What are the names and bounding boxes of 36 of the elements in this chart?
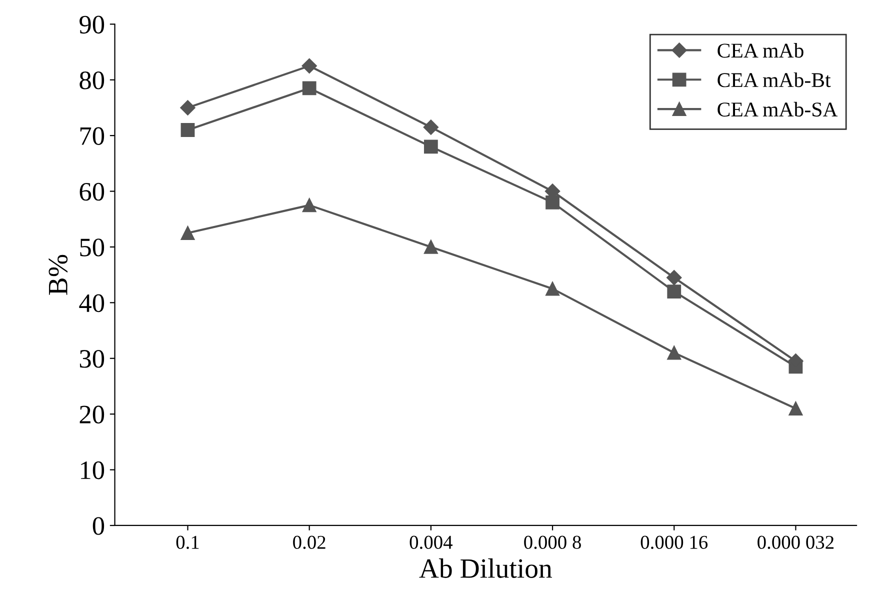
point: [424, 140, 438, 154]
y-tick-label: 20: [80, 406, 104, 424]
x-tick-label: 0.000 16: [640, 536, 708, 549]
y-tick-label: 70: [80, 127, 104, 145]
point: [424, 240, 438, 254]
legend-label: CEA mAb-SA: [718, 102, 838, 117]
x-tick-label: 0.1: [176, 536, 199, 549]
y-tick-label: 40: [79, 294, 104, 312]
y-axis-title: B%: [48, 254, 68, 295]
point: [423, 120, 439, 135]
point: [546, 282, 560, 296]
point: [666, 270, 682, 286]
y-tick-label: 50: [80, 238, 104, 256]
y-tick-label: 90: [80, 16, 104, 34]
point: [302, 198, 316, 212]
y-tick-label: 30: [80, 350, 104, 368]
y-tick-label: 10: [81, 461, 104, 480]
point: [180, 100, 196, 116]
y-tick-label: 60: [80, 182, 104, 201]
point: [667, 346, 682, 360]
x-tick-label: 0.004: [410, 536, 453, 549]
x-axis-title: Ab Dilution: [419, 558, 552, 578]
point: [788, 402, 803, 416]
x-tick-label: 0.000 032: [758, 536, 834, 549]
y-tick-label: 80: [80, 71, 104, 90]
point: [180, 226, 195, 240]
point: [302, 81, 316, 96]
y-tick-label: 0: [92, 517, 104, 535]
legend-label: CEA mAb: [718, 43, 804, 58]
point: [667, 284, 682, 298]
point: [302, 58, 317, 74]
x-tick-label: 0.000 8: [524, 536, 581, 549]
x-tick-label: 0.02: [293, 536, 326, 549]
point: [180, 123, 195, 137]
point: [546, 195, 560, 210]
legend-label: CEA mAb-Bt: [718, 72, 831, 88]
